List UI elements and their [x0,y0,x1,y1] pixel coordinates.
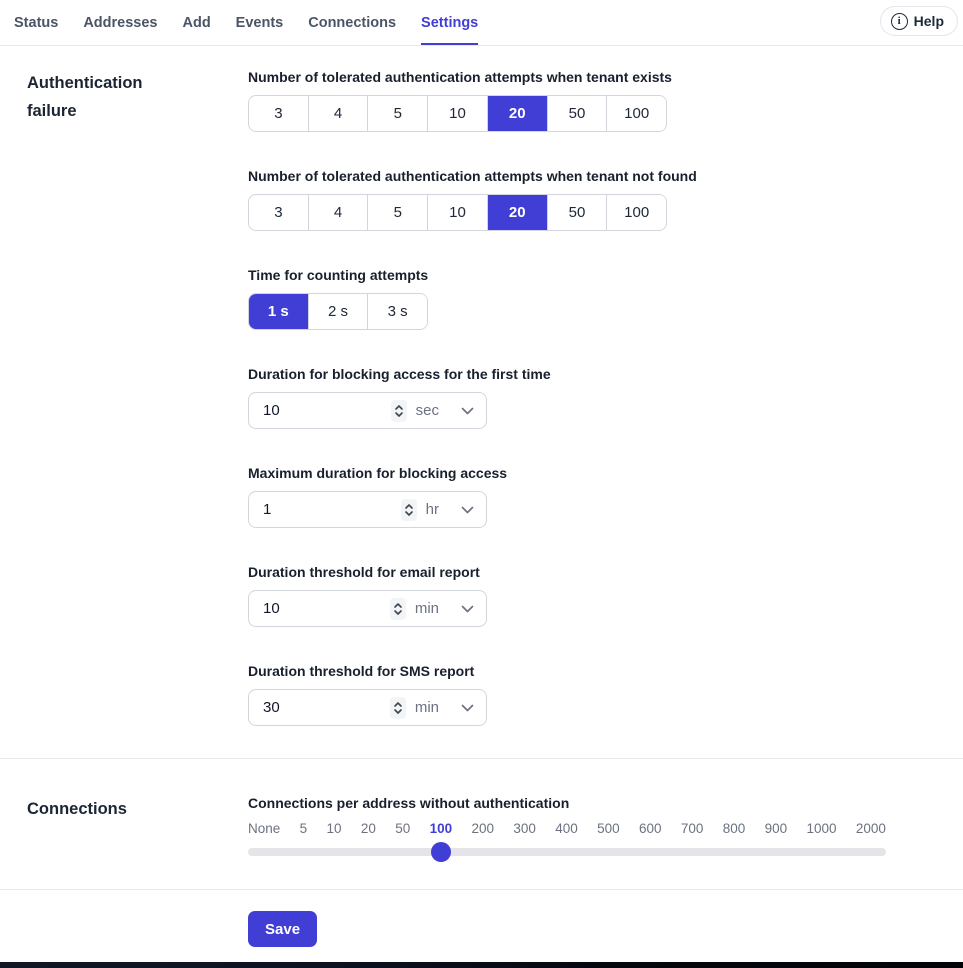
email-threshold-field: min [248,590,487,627]
block-first-field: sec [248,392,487,429]
chevron-down-icon[interactable] [461,407,474,415]
counting-time-label: Time for counting attempts [248,267,429,283]
help-button[interactable]: i Help [879,6,958,36]
slider-tick-labels: None 5 10 20 50 100 200 300 400 500 600 … [248,821,886,836]
tenant-not-found-option[interactable]: 50 [547,195,608,230]
connections-slider-label: Connections per address without authenti… [248,795,570,811]
counting-time-options: 1 s 2 s 3 s [248,293,428,330]
sms-threshold-unit: min [414,699,439,716]
tab-settings[interactable]: Settings [421,0,479,45]
bottom-dark-strip [0,962,963,968]
tab-connections[interactable]: Connections [308,14,397,31]
stepper-icon[interactable] [400,498,417,521]
block-max-field: hr [248,491,487,528]
group-counting-time: Time for counting attempts 1 s 2 s 3 s [248,267,963,330]
tick-label: 700 [680,821,704,836]
group-tenant-not-found: Number of tolerated authentication attem… [248,168,963,231]
help-label: Help [913,13,944,29]
section-title-connections: Connections [27,800,127,818]
tenant-not-found-option[interactable]: 100 [607,195,666,230]
group-email-threshold: Duration threshold for email report min [248,564,963,627]
tenant-exists-option[interactable]: 50 [547,96,608,131]
tenant-exists-option[interactable]: 4 [308,96,369,131]
tenant-not-found-option[interactable]: 20 [487,195,548,230]
tab-addresses[interactable]: Addresses [83,14,158,31]
tenant-exists-option[interactable]: 3 [249,96,309,131]
tenant-not-found-option[interactable]: 10 [428,195,488,230]
auth-failure-section: Authentication failure Number of tolerat… [0,46,963,758]
block-max-unit: hr [425,501,439,518]
tick-label: 200 [471,821,495,836]
tick-label: 2000 [855,821,886,836]
tick-label: 1000 [806,821,837,836]
counting-time-option[interactable]: 2 s [308,294,369,329]
tenant-exists-option[interactable]: 20 [487,96,548,131]
slider-handle[interactable] [430,842,451,862]
counting-time-option[interactable]: 3 s [368,294,427,329]
slider-track[interactable] [248,848,886,856]
tenant-not-found-option[interactable]: 5 [368,195,429,230]
tenant-not-found-option[interactable]: 4 [308,195,369,230]
tenant-exists-option[interactable]: 10 [428,96,488,131]
sms-threshold-field: min [248,689,487,726]
chevron-down-icon[interactable] [461,506,474,514]
group-block-first: Duration for blocking access for the fir… [248,366,963,429]
stepper-icon[interactable] [390,399,407,422]
stepper-icon[interactable] [389,696,406,719]
section-title-auth-failure: Authentication failure [27,74,143,120]
tab-events[interactable]: Events [235,14,284,31]
tick-label: 50 [395,821,411,836]
email-threshold-unit: min [414,600,439,617]
counting-time-option[interactable]: 1 s [249,294,309,329]
stepper-icon[interactable] [389,597,406,620]
block-first-unit: sec [415,402,439,419]
tenant-exists-options: 3 4 5 10 20 50 100 [248,95,667,132]
block-first-label: Duration for blocking access for the fir… [248,366,551,382]
tenant-exists-option[interactable]: 100 [607,96,666,131]
tick-label: 300 [513,821,536,836]
tenant-not-found-options: 3 4 5 10 20 50 100 [248,194,667,231]
info-icon: i [890,12,908,30]
tenant-exists-option[interactable]: 5 [368,96,429,131]
group-block-max: Maximum duration for blocking access hr [248,465,963,528]
block-max-input[interactable] [263,501,401,518]
group-sms-threshold: Duration threshold for SMS report min [248,663,963,726]
block-max-label: Maximum duration for blocking access [248,465,508,481]
tab-add[interactable]: Add [182,14,211,31]
connections-section: Connections Connections per address with… [0,758,963,890]
tick-label: 5 [299,821,308,836]
tab-status[interactable]: Status [14,14,59,31]
tenant-not-found-label: Number of tolerated authentication attem… [248,168,697,184]
connections-slider: None 5 10 20 50 100 200 300 400 500 600 … [248,821,886,862]
tick-label: 500 [597,821,620,836]
tick-label: 100 [429,821,453,836]
save-row: Save [0,890,963,947]
block-first-input[interactable] [263,402,391,419]
tenant-exists-label: Number of tolerated authentication attem… [248,69,672,85]
chevron-down-icon[interactable] [461,704,474,712]
group-tenant-exists: Number of tolerated authentication attem… [248,69,963,132]
tick-label: 900 [764,821,788,836]
tick-label: None [248,821,281,836]
tick-label: 10 [326,821,342,836]
top-nav: Status Addresses Add Events Connections … [0,0,963,46]
email-threshold-input[interactable] [263,600,390,617]
tick-label: 800 [722,821,746,836]
tick-label: 600 [638,821,662,836]
chevron-down-icon[interactable] [461,605,474,613]
sms-threshold-input[interactable] [263,699,390,716]
tick-label: 400 [555,821,578,836]
save-button[interactable]: Save [248,911,318,947]
email-threshold-label: Duration threshold for email report [248,564,480,580]
tick-label: 20 [360,821,376,836]
tenant-not-found-option[interactable]: 3 [249,195,309,230]
sms-threshold-label: Duration threshold for SMS report [248,663,475,679]
